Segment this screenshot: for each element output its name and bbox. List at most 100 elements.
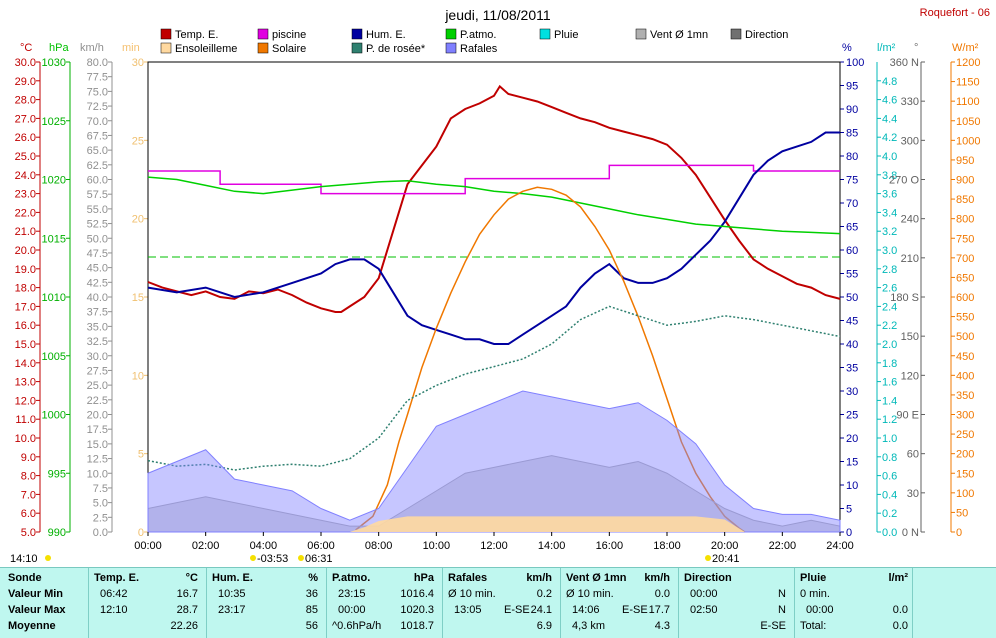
stats-dir-min: N — [778, 588, 786, 600]
chart-title: jeudi, 11/08/2011 — [444, 7, 551, 23]
hum-tick-label: 100 — [846, 57, 864, 69]
sun-events: 14:10 -03:53 06:31 20:41 — [10, 553, 740, 565]
stats-gust-unit: km/h — [526, 572, 552, 584]
stats-dir-header: Direction — [684, 572, 732, 584]
hum-tick-label: 0 — [846, 527, 852, 539]
sun-tick-label: 15 — [132, 292, 144, 304]
wind-tick-label: 22.5 — [87, 395, 108, 407]
wind-tick-label: 42.5 — [87, 277, 108, 289]
series-line — [147, 84, 841, 313]
wind-tick-label: 35.0 — [87, 321, 108, 333]
rain-tick-label: 1.4 — [882, 395, 897, 407]
row-label-sonde: Sonde — [8, 572, 42, 584]
axis-units: °C hPa km/h min % l/m² ° W/m² — [20, 42, 979, 54]
stats-wind-avg: 4.3 — [654, 620, 670, 632]
x-tick-label: 14:00 — [538, 540, 566, 552]
wind-tick-label: 32.5 — [87, 336, 108, 348]
solar-tick-label: 250 — [956, 429, 974, 441]
stats-temp-max: 28.7 — [176, 604, 198, 616]
temp-tick-label: 5.0 — [21, 527, 36, 539]
temp-tick-label: 12.0 — [15, 395, 36, 407]
divider — [560, 568, 561, 638]
stats-gust-avg: 6.9 — [536, 620, 552, 632]
stats-gust: Rafales km/h Ø 10 min. 0.2 13:05 E-SE 24.1 6… — [448, 570, 558, 636]
legend-swatch — [160, 42, 172, 54]
x-tick-label: 08:00 — [365, 540, 393, 552]
temp-tick-label: 18.0 — [15, 283, 36, 295]
stats-press-min: 1016.4 — [400, 588, 434, 600]
hum-tick-label: 40 — [846, 339, 858, 351]
stats-press-max-time: 00:00 — [338, 604, 366, 616]
stats-row-labels: Sonde Valeur Min Valeur Max Moyenne — [8, 570, 88, 636]
temp-tick-label: 26.0 — [15, 132, 36, 144]
legend-label: Ensoleilleme — [175, 43, 237, 55]
dir-tick-label: 360 N — [890, 57, 919, 69]
rain-tick-label: 4.0 — [882, 151, 897, 163]
stats-press-unit: hPa — [413, 572, 434, 584]
legend-label: Rafales — [460, 43, 498, 55]
solar-tick-label: 50 — [956, 507, 968, 519]
wind-tick-label: 27.5 — [87, 365, 108, 377]
wind-tick-label: 20.0 — [87, 410, 108, 422]
sun-tick-label: 0 — [138, 527, 144, 539]
legend-swatch — [257, 28, 269, 40]
stats-dir-max-time: 02:50 — [690, 604, 718, 616]
legend-label: piscine — [272, 29, 306, 41]
dir-tick-label: 60 — [907, 449, 919, 461]
stats-rain-min-label: 0 min. — [800, 588, 830, 600]
stats-temp-min: 16.7 — [176, 588, 198, 600]
press-tick-label: 1015 — [42, 233, 66, 245]
x-tick-label: 18:00 — [653, 540, 681, 552]
wind-tick-label: 37.5 — [87, 307, 108, 319]
stats-press-avg: 1018.7 — [400, 620, 434, 632]
temp-tick-label: 15.0 — [15, 339, 36, 351]
dir-unit: ° — [914, 42, 918, 54]
rain-tick-label: 4.8 — [882, 76, 897, 88]
temp-tick-label: 7.0 — [21, 489, 36, 501]
stats-press-min-time: 23:15 — [338, 588, 366, 600]
temp-tick-label: 27.0 — [15, 113, 36, 125]
stats-rain-max-time: 00:00 — [806, 604, 834, 616]
hum-tick-label: 55 — [846, 269, 858, 281]
wind-tick-label: 70.0 — [87, 116, 108, 128]
hum-tick-label: 10 — [846, 480, 858, 492]
solar-tick-label: 950 — [956, 155, 974, 167]
wind-tick-label: 72.5 — [87, 101, 108, 113]
legend-swatch — [160, 28, 172, 40]
event-label: 06:31 — [305, 553, 333, 565]
sun-tick-label: 30 — [132, 57, 144, 69]
dir-tick-label: 30 — [907, 488, 919, 500]
divider — [442, 568, 443, 638]
temp-tick-label: 13.0 — [15, 377, 36, 389]
wind-tick-label: 67.5 — [87, 130, 108, 142]
wind-tick-label: 47.5 — [87, 248, 108, 260]
divider — [326, 568, 327, 638]
stats-wind-min: 0.0 — [654, 588, 670, 600]
solar-tick-label: 0 — [956, 527, 962, 539]
event-label: 20:41 — [712, 553, 740, 565]
x-tick-label: 10:00 — [423, 540, 451, 552]
rain-tick-label: 3.6 — [882, 189, 897, 201]
rain-tick-label: 1.8 — [882, 358, 897, 370]
sun-marker-icon — [298, 555, 304, 561]
wind-tick-label: 52.5 — [87, 219, 108, 231]
solar-tick-label: 350 — [956, 390, 974, 402]
x-tick-label: 12:00 — [480, 540, 508, 552]
wind-tick-label: 0.0 — [93, 527, 108, 539]
series-gusts — [147, 390, 841, 533]
stats-rain: Pluie l/m² 0 min. 00:00 0.0 Total: 0.0 — [800, 570, 910, 636]
rain-tick-label: 0.0 — [882, 527, 897, 539]
rain-unit: l/m² — [877, 42, 896, 54]
wind-tick-label: 25.0 — [87, 380, 108, 392]
weather-chart: jeudi, 11/08/2011 Roquefort - 06 Temp. E… — [10, 7, 990, 565]
wind-tick-label: 17.5 — [87, 424, 108, 436]
stats-wind-unit: km/h — [644, 572, 670, 584]
wind-tick-label: 10.0 — [87, 468, 108, 480]
rain-tick-label: 2.8 — [882, 264, 897, 276]
legend-swatch — [445, 28, 457, 40]
stats-rain-header: Pluie — [800, 572, 827, 584]
press-tick-label: 995 — [48, 468, 66, 480]
hum-tick-label: 5 — [846, 504, 852, 516]
rain-tick-label: 2.6 — [882, 283, 897, 295]
